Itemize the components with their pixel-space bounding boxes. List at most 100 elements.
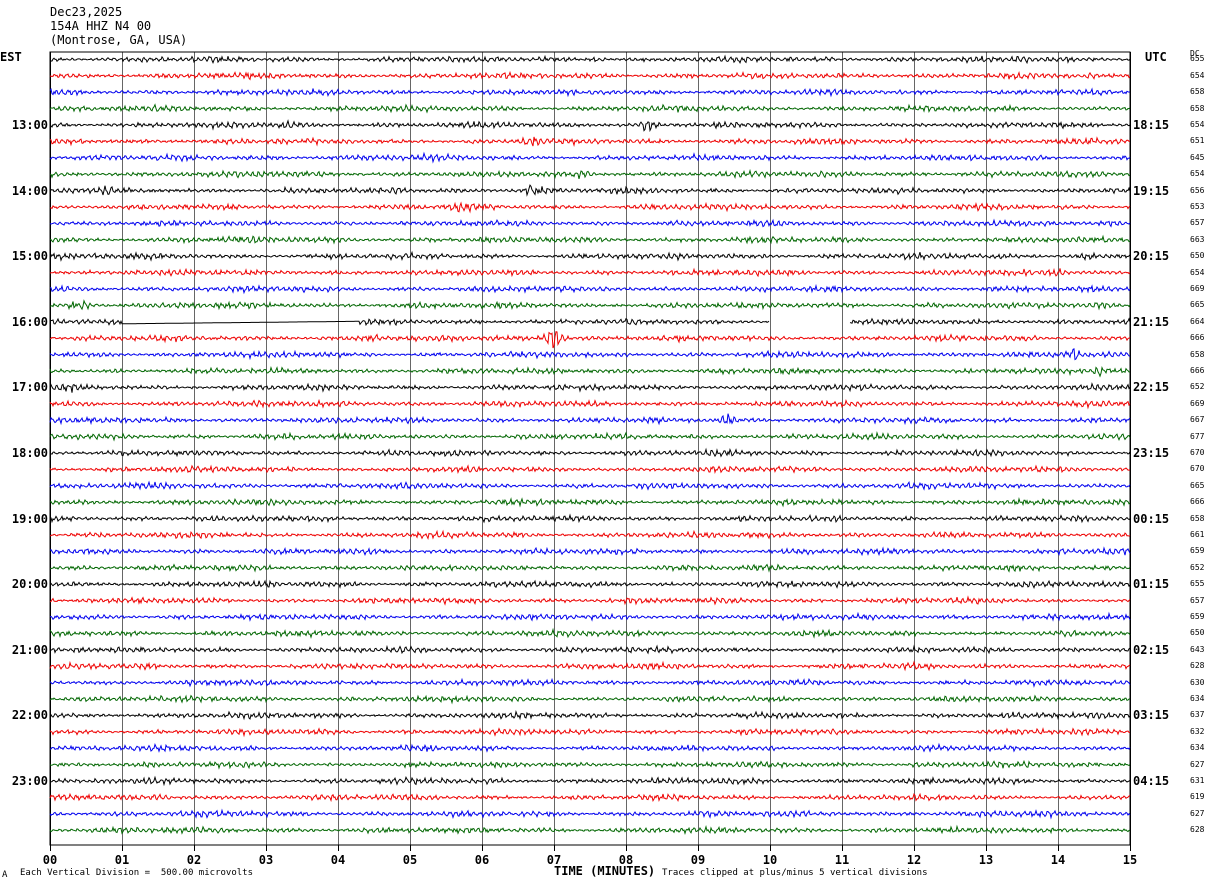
dc-offset-label: 661 (1190, 530, 1205, 540)
trace-row-33 (49, 595, 1131, 606)
trace-row-25 (49, 464, 1131, 475)
trace-row-5 (49, 136, 1131, 148)
trace-row-46 (49, 808, 1131, 820)
x-tick-label: 05 (402, 853, 418, 867)
x-tick-label: 11 (834, 853, 850, 867)
x-tick-label: 06 (474, 853, 490, 867)
dc-offset-label: 619 (1190, 792, 1205, 802)
dc-offset-label: 628 (1190, 825, 1205, 835)
dc-offset-label: 666 (1190, 366, 1205, 375)
trace-row-34 (49, 611, 1131, 622)
est-hour-label: 13:00 (11, 117, 48, 132)
dc-offset-label: 630 (1190, 677, 1205, 687)
dc-offset-label: 665 (1190, 480, 1205, 490)
dc-offset-label: 658 (1190, 513, 1205, 523)
est-hour-label: 14:00 (11, 183, 48, 198)
x-tick-label: 07 (546, 853, 562, 867)
trace-row-45 (49, 792, 1131, 803)
dc-offset-label: 670 (1190, 464, 1205, 474)
trace-row-12 (49, 250, 1131, 262)
utc-hour-label: 19:15 (1133, 183, 1170, 198)
trace-row-31 (50, 563, 1131, 573)
trace-row-40 (49, 710, 1131, 721)
trace-row-20 (49, 382, 1131, 393)
est-hour-label: 17:00 (11, 380, 48, 395)
trace-row-17 (49, 331, 1131, 349)
dc-offset-label: 655 (1190, 579, 1205, 589)
est-hour-label: 18:00 (11, 446, 48, 460)
dc-offset-label: 654 (1190, 267, 1205, 277)
trace-row-39 (49, 694, 1131, 705)
utc-hour-label: 01:15 (1133, 577, 1170, 592)
clip-note: Traces clipped at plus/minus 5 vertical … (662, 868, 928, 878)
est-hour-label: 22:00 (11, 708, 48, 723)
trace-row-7 (49, 168, 1131, 180)
dc-offset-label: 650 (1190, 251, 1205, 261)
dc-offset-label: 654 (1190, 169, 1205, 179)
x-tick-label: 10 (762, 853, 778, 867)
x-tick-label: 04 (330, 853, 346, 867)
trace-row-1 (49, 70, 1131, 81)
x-tick-label: 12 (906, 853, 922, 867)
corner-mark: A (2, 870, 8, 880)
utc-hour-label: 22:15 (1133, 380, 1170, 395)
dc-offset-label: 670 (1190, 448, 1205, 457)
trace-row-44 (49, 775, 1131, 787)
vertical-division-note: Each Vertical Division = 500.00 microvol… (20, 868, 253, 878)
trace-row-11 (49, 234, 1131, 245)
dc-offset-label: 637 (1190, 710, 1205, 720)
seismic-traces (49, 54, 1131, 835)
dc-offset-label: 665 (1190, 300, 1205, 310)
utc-hour-label: 04:15 (1133, 774, 1170, 789)
utc-hour-label: 03:15 (1133, 708, 1170, 723)
x-tick-label: 15 (1122, 853, 1138, 867)
trace-row-29 (49, 529, 1131, 540)
dc-offset-label: 658 (1190, 349, 1205, 359)
utc-hour-label: 23:15 (1133, 446, 1170, 460)
trace-row-18 (49, 348, 1131, 361)
right-timezone-label: UTC (1145, 50, 1167, 64)
dc-offset-label: 669 (1190, 398, 1205, 408)
dc-column-label: DC (1190, 49, 1200, 58)
x-tick-label: 03 (258, 853, 274, 867)
trace-row-27 (49, 496, 1131, 508)
dc-offset-label: 651 (1190, 136, 1205, 146)
trace-row-36 (49, 644, 1131, 655)
station-location: (Montrose, GA, USA) (50, 33, 188, 47)
est-hour-label: 15:00 (11, 249, 48, 264)
dc-offset-label: 645 (1190, 152, 1205, 162)
trace-row-2 (49, 87, 1131, 98)
trace-row-10 (49, 218, 1131, 228)
trace-row-3 (49, 103, 1131, 114)
trace-row-32 (49, 579, 1131, 590)
trace-row-23 (49, 431, 1131, 442)
dc-offset-label: 653 (1190, 201, 1205, 211)
dc-offset-label: 658 (1190, 103, 1205, 113)
dc-offset-label: 664 (1190, 316, 1205, 326)
trace-row-28 (49, 513, 1131, 524)
trace-row-14 (49, 283, 1131, 295)
dc-offset-label: 628 (1190, 661, 1205, 671)
dc-offset-label: 627 (1190, 808, 1205, 818)
dc-offset-label: 654 (1190, 70, 1205, 80)
x-tick-label: 00 (42, 853, 58, 867)
utc-hour-label: 00:15 (1133, 511, 1170, 526)
x-tick-label: 13 (978, 853, 994, 867)
minute-grid (49, 51, 1131, 851)
trace-row-35 (49, 627, 1131, 639)
dc-offset-label: 652 (1190, 562, 1205, 572)
trace-row-37 (49, 660, 1131, 672)
left-timezone-label: EST (0, 50, 22, 64)
trace-row-6 (49, 151, 1131, 164)
trace-row-42 (50, 742, 1131, 753)
trace-row-15 (50, 299, 1131, 311)
dc-offset-label: 677 (1190, 431, 1205, 441)
trace-row-8 (49, 184, 1131, 197)
dc-offset-label: 663 (1190, 234, 1205, 244)
trace-row-0 (49, 54, 1131, 65)
dc-offset-label: 655 (1190, 54, 1205, 64)
dc-offset-label: 666 (1190, 333, 1205, 343)
est-hour-label: 21:00 (11, 642, 48, 657)
trace-row-22 (49, 413, 1131, 426)
